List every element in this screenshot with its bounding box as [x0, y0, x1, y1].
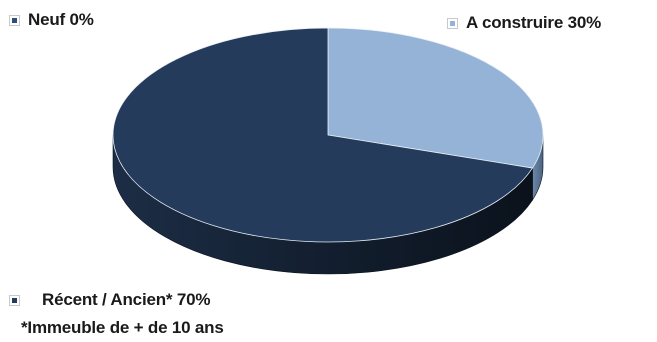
pie-slice-a-construire [327, 27, 544, 169]
legend-neuf-swatch [9, 14, 20, 26]
legend-neuf: Neuf 0% [9, 10, 94, 30]
legend-a-construire-swatch [447, 17, 458, 29]
legend-a-construire: A construire 30% [447, 13, 601, 33]
legend-recent-ancien: Récent / Ancien* 70% [9, 290, 210, 310]
legend-a-construire-label: A construire 30% [466, 13, 602, 32]
footnote: *Immeuble de + de 10 ans [21, 318, 224, 337]
legend-recent-ancien-swatch [9, 294, 20, 306]
legend-recent-ancien-label: Récent / Ancien* 70% [42, 290, 211, 309]
legend-neuf-label: Neuf 0% [28, 10, 94, 29]
pie-slice-recent-ancien [112, 27, 534, 243]
